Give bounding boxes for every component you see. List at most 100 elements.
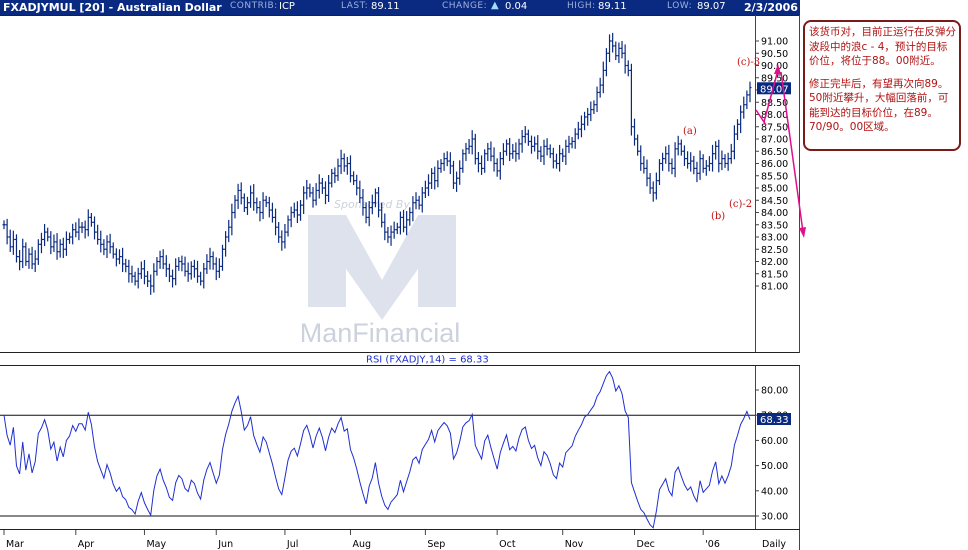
price-tick-label: 81.50 bbox=[761, 269, 788, 280]
price-bar bbox=[124, 258, 128, 273]
price-tick-label: 87.50 bbox=[761, 122, 788, 133]
price-bar bbox=[64, 231, 68, 256]
price-bar bbox=[717, 139, 721, 173]
price-bar bbox=[27, 248, 31, 269]
rsi-tick-label: 50.00 bbox=[761, 461, 788, 472]
price-bar bbox=[58, 239, 62, 258]
price-bar bbox=[249, 185, 253, 208]
price-bar bbox=[133, 271, 137, 286]
price-bar bbox=[523, 126, 527, 144]
price-bar bbox=[501, 143, 505, 166]
arrow-up-head-icon bbox=[774, 64, 781, 74]
price-bar bbox=[39, 232, 43, 254]
price-bar bbox=[289, 206, 293, 228]
price-bar bbox=[433, 166, 437, 190]
price-bar bbox=[745, 90, 749, 110]
price-bar bbox=[5, 218, 9, 245]
time-axis: Mar Apr May Jun Jul Aug Sep Oct Nov Dec '06 Daily bbox=[3, 530, 786, 550]
time-tick-label: May bbox=[146, 539, 166, 550]
arrow-short-down-line bbox=[755, 109, 767, 126]
price-bar bbox=[729, 143, 733, 164]
price-bar bbox=[558, 144, 562, 172]
price-tick-label: 87.00 bbox=[761, 135, 788, 146]
price-bar bbox=[342, 153, 346, 172]
price-bar bbox=[239, 182, 243, 205]
price-bar bbox=[451, 160, 455, 189]
price-bar bbox=[233, 195, 237, 219]
rsi-tick-label: 30.00 bbox=[761, 512, 788, 523]
price-bar bbox=[408, 207, 412, 226]
price-bar bbox=[252, 184, 256, 211]
arrow-up-line bbox=[763, 69, 779, 123]
price-tick-label: 90.00 bbox=[761, 61, 788, 72]
price-bar bbox=[579, 115, 583, 138]
projection-arrows bbox=[755, 64, 806, 238]
price-bar bbox=[317, 174, 321, 199]
price-bar bbox=[267, 196, 271, 218]
price-bar bbox=[327, 175, 331, 202]
price-bar bbox=[720, 150, 724, 171]
price-tick-label: 82.00 bbox=[761, 257, 788, 268]
price-bar bbox=[736, 119, 740, 140]
note-paragraph-2: 修正完毕后，有望再次向89。50附近攀升，大幅回落前，可能到达的目标价位，在89… bbox=[809, 77, 949, 134]
price-bar bbox=[657, 159, 661, 186]
price-bar bbox=[236, 183, 240, 210]
price-bar bbox=[704, 160, 708, 176]
price-bar bbox=[395, 222, 399, 235]
price-tick-label: 91.00 bbox=[761, 37, 788, 48]
price-bar bbox=[576, 121, 580, 140]
rsi-panel: RSI (FXADJY,14) = 68.33 30.00 40.00 50.00 6… bbox=[0, 353, 800, 530]
price-bar bbox=[142, 260, 146, 285]
time-tick-label: '06 bbox=[705, 539, 720, 550]
price-bar bbox=[171, 269, 175, 288]
price-bar bbox=[430, 168, 434, 189]
price-bar bbox=[77, 218, 81, 241]
price-bar bbox=[74, 222, 78, 238]
price-bar bbox=[639, 145, 643, 171]
price-bar bbox=[611, 32, 615, 53]
price-bar bbox=[473, 133, 477, 165]
price-bar bbox=[320, 177, 324, 194]
price-bar bbox=[689, 152, 693, 172]
price-bar bbox=[93, 216, 97, 240]
price-bar bbox=[598, 77, 602, 98]
price-bar bbox=[679, 139, 683, 156]
price-bar bbox=[130, 265, 134, 283]
price-bar bbox=[742, 96, 746, 119]
price-bar bbox=[411, 196, 415, 222]
price-bar bbox=[14, 234, 18, 263]
price-bar bbox=[405, 211, 409, 236]
price-bar bbox=[336, 158, 340, 181]
wave-label-b: (b) bbox=[711, 211, 725, 222]
price-bar bbox=[448, 152, 452, 175]
price-bar bbox=[608, 34, 612, 63]
price-bar bbox=[89, 212, 93, 227]
last-price-label: 89.07 bbox=[760, 84, 789, 95]
price-bar bbox=[311, 187, 315, 208]
price-bar bbox=[458, 160, 462, 185]
price-bar bbox=[604, 48, 608, 77]
watermark-logo-right bbox=[418, 215, 456, 307]
price-bar bbox=[520, 129, 524, 153]
arrow-down-head-icon bbox=[799, 227, 806, 238]
price-bar bbox=[230, 203, 234, 236]
price-bar bbox=[676, 135, 680, 156]
price-bar bbox=[355, 174, 359, 196]
quote-header-bar: FXADJYMUL [20] - Australian Dollar CONTR… bbox=[0, 0, 800, 15]
price-tick-label: 88.50 bbox=[761, 98, 788, 109]
price-bar bbox=[617, 42, 621, 64]
price-bar bbox=[414, 192, 418, 210]
price-bar bbox=[673, 142, 677, 178]
price-bar bbox=[623, 44, 627, 74]
price-bar bbox=[270, 202, 274, 223]
price-bar bbox=[299, 200, 303, 221]
rsi-title-strip bbox=[0, 353, 800, 365]
price-bar bbox=[117, 249, 121, 265]
price-bar bbox=[564, 139, 568, 165]
price-bar bbox=[455, 171, 459, 192]
price-bar bbox=[692, 155, 696, 175]
price-bar bbox=[732, 125, 736, 160]
price-bar bbox=[489, 141, 493, 162]
price-bar bbox=[370, 194, 374, 215]
